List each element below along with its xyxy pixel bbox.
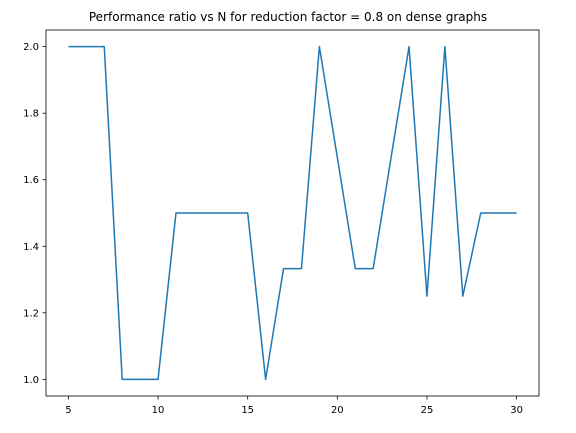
- x-tick-label: 5: [65, 405, 71, 416]
- series-layer: [68, 45, 517, 381]
- y-tick-label: 1.0: [23, 375, 39, 386]
- plot-frame: [45, 29, 540, 397]
- x-tick-label: 20: [331, 405, 344, 416]
- y-tick-label: 2.0: [23, 42, 39, 53]
- x-tick-label: 30: [510, 405, 523, 416]
- x-tick-label: 15: [241, 405, 254, 416]
- x-tick-label: 10: [152, 405, 165, 416]
- y-tick-label: 1.2: [23, 308, 39, 319]
- x-tick-label: 25: [421, 405, 434, 416]
- y-tick-label: 1.4: [23, 242, 39, 253]
- y-axis: 1.0 1.2 1.4 1.6 1.8 2.0: [23, 42, 46, 386]
- y-tick-label: 1.8: [23, 109, 39, 120]
- x-axis: 5 10 15 20 25 30: [65, 396, 523, 416]
- y-tick-label: 1.6: [23, 175, 39, 186]
- chart-title: Performance ratio vs N for reduction fac…: [89, 10, 487, 24]
- series-line: [68, 45, 517, 381]
